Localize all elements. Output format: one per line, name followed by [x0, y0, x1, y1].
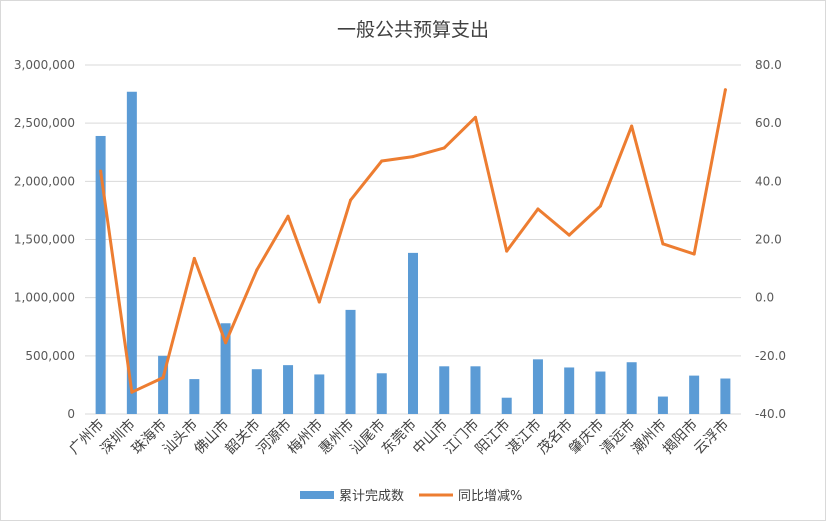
right-tick-label: 20.0	[755, 233, 782, 247]
category-label: 潮州市	[628, 416, 670, 458]
right-tick-label: 0.0	[755, 291, 774, 305]
right-tick-label: -20.0	[755, 349, 786, 363]
bar	[595, 371, 606, 414]
category-labels: 广州市深圳市珠海市汕头市佛山市韶关市河源市梅州市惠州市汕尾市东莞市中山市江门市阳…	[66, 416, 732, 458]
left-tick-label: 3,000,000	[14, 58, 75, 72]
legend-swatch-bar	[300, 491, 334, 499]
bar	[564, 367, 575, 414]
category-label: 韶关市	[222, 416, 264, 458]
line-point	[630, 124, 634, 128]
bar	[251, 369, 262, 414]
category-label: 汕尾市	[347, 416, 389, 458]
category-label: 汕头市	[159, 416, 201, 458]
category-label: 阳江市	[472, 416, 514, 458]
line-point	[99, 169, 103, 173]
bar	[720, 378, 731, 414]
legend: 累计完成数 同比增减%	[300, 489, 522, 504]
category-label: 清远市	[597, 416, 639, 458]
line-point	[161, 376, 165, 380]
category-label: 揭阳市	[659, 416, 701, 458]
left-tick-label: 1,000,000	[14, 291, 75, 305]
bar-series	[95, 91, 731, 415]
line-point	[317, 300, 321, 304]
bar	[626, 362, 637, 414]
left-tick-label: 0	[67, 407, 75, 421]
line-point	[224, 341, 228, 345]
line-point	[661, 242, 665, 246]
bar	[95, 135, 106, 415]
bar	[345, 309, 356, 414]
category-label: 中山市	[409, 416, 451, 458]
bar	[189, 379, 200, 414]
left-tick-label: 2,000,000	[14, 174, 75, 188]
line-point	[536, 207, 540, 211]
right-tick-label: 40.0	[755, 174, 782, 188]
bar	[283, 365, 294, 414]
bar	[220, 323, 231, 414]
category-label: 肇庆市	[566, 416, 608, 458]
left-axis-ticks: 0 500,000 1,000,000 1,500,000 2,000,000 2,500…	[14, 58, 75, 421]
line-point	[349, 198, 353, 202]
right-tick-label: 80.0	[755, 58, 782, 72]
category-label: 梅州市	[284, 416, 326, 458]
bar	[689, 375, 700, 414]
left-tick-label: 1,500,000	[14, 233, 75, 247]
category-label: 湛江市	[503, 416, 545, 458]
category-label: 江门市	[441, 416, 483, 458]
line-point	[411, 155, 415, 159]
line-point	[130, 390, 134, 394]
chart-title: 一般公共预算支出	[337, 19, 489, 41]
bar	[439, 366, 450, 414]
category-label: 云浮市	[690, 416, 732, 458]
left-tick-label: 500,000	[25, 349, 75, 363]
legend-label: 同比增减%	[458, 489, 522, 504]
bar	[376, 373, 387, 414]
bar	[314, 374, 325, 414]
line-point	[505, 249, 509, 253]
category-label: 广州市	[66, 416, 108, 458]
left-tick-label: 2,500,000	[14, 116, 75, 130]
line-point	[380, 159, 384, 163]
category-label: 佛山市	[191, 416, 233, 458]
bar	[126, 91, 137, 415]
line-point	[442, 146, 446, 150]
category-label: 深圳市	[97, 416, 139, 458]
right-axis-ticks: -40.0 -20.0 0.0 20.0 40.0 60.0 80.0	[755, 58, 786, 421]
bar	[657, 396, 668, 414]
category-label: 珠海市	[128, 416, 170, 458]
category-label: 河源市	[253, 416, 295, 458]
line-point	[567, 233, 571, 237]
right-tick-label: -40.0	[755, 407, 786, 421]
line-point	[286, 214, 290, 218]
category-label: 惠州市	[316, 416, 358, 458]
bar	[532, 359, 543, 414]
line-series	[99, 88, 727, 394]
category-label: 东莞市	[378, 416, 420, 458]
bar	[501, 397, 512, 414]
bar	[158, 355, 169, 414]
line-point	[692, 252, 696, 256]
line-point	[192, 256, 196, 260]
line-point	[255, 268, 259, 272]
bar	[470, 366, 481, 414]
category-label: 茂名市	[534, 416, 576, 458]
line-point	[473, 115, 477, 119]
line-point	[598, 204, 602, 208]
line-point	[723, 88, 727, 92]
right-tick-label: 60.0	[755, 116, 782, 130]
legend-label: 累计完成数	[339, 489, 404, 504]
bar	[408, 252, 418, 414]
